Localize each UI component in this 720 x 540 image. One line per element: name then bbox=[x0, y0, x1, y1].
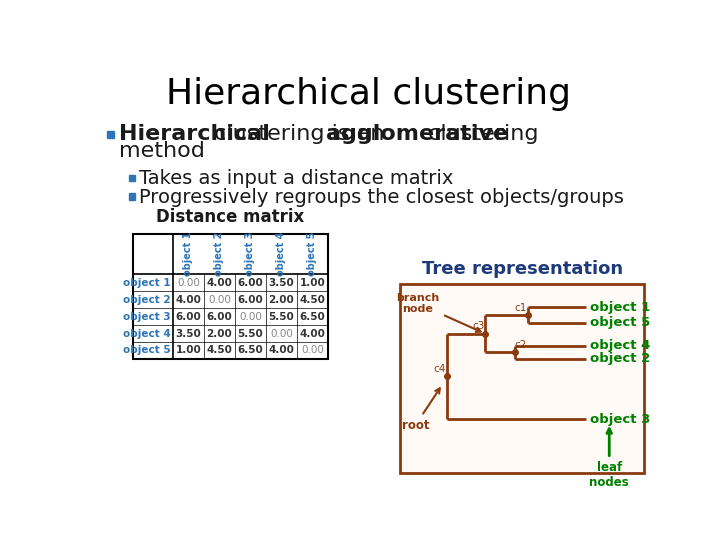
Text: object 1: object 1 bbox=[184, 232, 194, 276]
Text: Progressively regroups the closest objects/groups: Progressively regroups the closest objec… bbox=[139, 188, 624, 207]
Text: clustering is an: clustering is an bbox=[207, 124, 392, 144]
Text: 0.00: 0.00 bbox=[270, 328, 293, 339]
Bar bbox=[129, 193, 135, 200]
Text: leaf
nodes: leaf nodes bbox=[590, 429, 629, 489]
Text: 0.00: 0.00 bbox=[208, 295, 231, 305]
Text: object 4: object 4 bbox=[123, 328, 171, 339]
Text: 5.50: 5.50 bbox=[269, 312, 294, 322]
Text: 5.50: 5.50 bbox=[238, 328, 264, 339]
Bar bbox=[400, 284, 644, 473]
Text: 6.50: 6.50 bbox=[300, 312, 325, 322]
Text: object 1: object 1 bbox=[590, 301, 650, 314]
Text: 2.00: 2.00 bbox=[207, 328, 233, 339]
Text: 1.00: 1.00 bbox=[176, 346, 202, 355]
Text: object 5: object 5 bbox=[590, 316, 650, 329]
Text: 4.00: 4.00 bbox=[300, 328, 325, 339]
Text: object 2: object 2 bbox=[590, 353, 650, 366]
Text: object 2: object 2 bbox=[215, 232, 225, 276]
Text: object 3: object 3 bbox=[590, 413, 650, 426]
Text: 0.00: 0.00 bbox=[301, 346, 324, 355]
Text: object 4: object 4 bbox=[590, 339, 650, 353]
Text: root: root bbox=[402, 388, 440, 431]
Text: 0.00: 0.00 bbox=[177, 278, 200, 288]
Text: 4.00: 4.00 bbox=[269, 346, 294, 355]
Text: c2: c2 bbox=[514, 340, 526, 350]
Text: Hierarchical clustering: Hierarchical clustering bbox=[166, 77, 572, 111]
Text: Tree representation: Tree representation bbox=[421, 260, 623, 278]
Text: object 2: object 2 bbox=[123, 295, 171, 305]
Text: agglomerative: agglomerative bbox=[325, 124, 508, 144]
Text: 0.00: 0.00 bbox=[239, 312, 262, 322]
Text: 6.00: 6.00 bbox=[238, 295, 264, 305]
Text: method: method bbox=[119, 141, 204, 161]
Text: c3: c3 bbox=[472, 321, 485, 332]
Text: c1: c1 bbox=[515, 303, 527, 313]
Text: 3.50: 3.50 bbox=[269, 278, 294, 288]
Text: object 3: object 3 bbox=[246, 232, 256, 276]
Text: object 3: object 3 bbox=[123, 312, 171, 322]
Text: 4.50: 4.50 bbox=[300, 295, 325, 305]
Text: object 4: object 4 bbox=[276, 232, 287, 276]
Text: 1.00: 1.00 bbox=[300, 278, 325, 288]
Text: Distance matrix: Distance matrix bbox=[156, 208, 305, 226]
Text: object 5: object 5 bbox=[123, 346, 171, 355]
Bar bbox=[132, 234, 328, 359]
Text: object 1: object 1 bbox=[123, 278, 171, 288]
Text: 4.50: 4.50 bbox=[207, 346, 233, 355]
Text: 3.50: 3.50 bbox=[176, 328, 202, 339]
Text: clustering: clustering bbox=[421, 124, 539, 144]
Text: c4: c4 bbox=[433, 364, 446, 374]
Text: 2.00: 2.00 bbox=[269, 295, 294, 305]
Text: 6.00: 6.00 bbox=[207, 312, 233, 322]
Bar bbox=[129, 175, 135, 181]
Text: 6.00: 6.00 bbox=[238, 278, 264, 288]
Text: 6.50: 6.50 bbox=[238, 346, 264, 355]
Bar bbox=[107, 131, 114, 138]
Text: 4.00: 4.00 bbox=[176, 295, 202, 305]
Text: 4.00: 4.00 bbox=[207, 278, 233, 288]
Text: object 5: object 5 bbox=[307, 232, 318, 276]
Text: Takes as input a distance matrix: Takes as input a distance matrix bbox=[139, 169, 453, 188]
Text: branch
node: branch node bbox=[396, 293, 480, 332]
Text: Hierarchical: Hierarchical bbox=[119, 124, 269, 144]
Text: 6.00: 6.00 bbox=[176, 312, 202, 322]
